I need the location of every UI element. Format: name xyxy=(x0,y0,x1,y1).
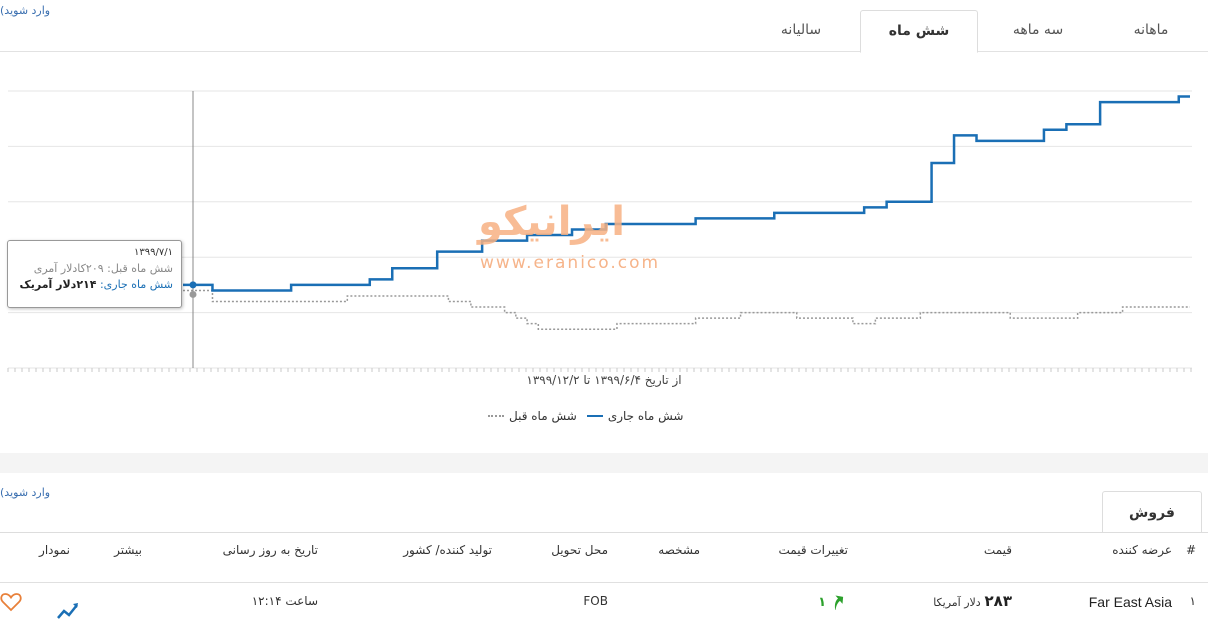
tab-monthly[interactable]: ماهانه xyxy=(1133,22,1169,38)
chart-canvas xyxy=(7,90,1192,372)
col-supplier: عرضه کننده xyxy=(1112,543,1172,557)
row-chart-button[interactable] xyxy=(56,600,80,621)
heart-icon xyxy=(0,593,22,612)
tab-three-months[interactable]: سه ماهه xyxy=(1012,22,1064,38)
chart-date-range: از تاریخ ۱۳۹۹/۶/۴ تا ۱۳۹۹/۱۲/۲ xyxy=(526,373,682,387)
arrow-up-icon xyxy=(834,595,844,610)
trend-chart-icon xyxy=(57,603,78,619)
col-producer: تولید کننده/ کشور xyxy=(403,543,492,557)
login-hint-sales[interactable]: (وارد شوید xyxy=(0,486,51,499)
table-header: # عرضه کننده قیمت تغییرات قیمت مشخصه محل… xyxy=(0,533,1208,583)
tooltip-current-value: ۲۱۴دلار آمریک xyxy=(19,278,97,291)
row-change: ۱ xyxy=(818,594,846,610)
tooltip-current-label: شش ماه جاری: xyxy=(99,278,173,291)
legend-item-current[interactable]: شش ماه جاری xyxy=(586,409,684,423)
row-delivery: FOB xyxy=(583,594,608,608)
legend-previous-label: شش ماه قبل xyxy=(509,409,577,423)
tab-yearly[interactable]: سالیانه xyxy=(780,22,822,38)
tooltip-current: شش ماه جاری: ۲۱۴دلار آمریک xyxy=(16,278,173,291)
row-price-unit: دلار آمریکا xyxy=(933,596,981,609)
table-row[interactable]: ۱ Far East Asia ۲۸۳ دلار آمریکا ۱ FOB سا… xyxy=(0,584,1208,621)
row-change-value: ۱ xyxy=(818,594,826,610)
series-previous-line xyxy=(183,289,1190,330)
tooltip-previous-value: ۲۰۹کادلار آمری xyxy=(33,262,104,275)
price-chart: ایرانیکو www.eranico.com ۱۳۹۹/۷/۱ شش ماه… xyxy=(0,53,1208,453)
row-favorite-button[interactable] xyxy=(0,592,22,615)
chart-legend: شش ماه جاری شش ماه قبل xyxy=(488,409,683,423)
legend-previous-swatch xyxy=(488,415,504,417)
tab-sales[interactable]: فروش xyxy=(1102,491,1202,533)
col-updated: تاریخ به روز رسانی xyxy=(222,543,318,557)
series-current-line xyxy=(183,95,1190,292)
section-divider xyxy=(0,453,1208,473)
col-price: قیمت xyxy=(983,543,1012,557)
tooltip-previous: شش ماه قبل: ۲۰۹کادلار آمری xyxy=(16,262,173,275)
col-num: # xyxy=(1185,543,1196,557)
tooltip-date: ۱۳۹۹/۷/۱ xyxy=(134,247,173,258)
row-num: ۱ xyxy=(1189,594,1196,608)
watermark-logo: ایرانیکو xyxy=(478,199,626,245)
watermark-url: www.eranico.com xyxy=(480,253,661,273)
period-tabs: ماهانه سه ماهه شش ماه سالیانه xyxy=(0,0,1208,53)
tooltip-previous-label: شش ماه قبل: xyxy=(107,262,173,275)
row-supplier[interactable]: Far East Asia xyxy=(1088,594,1172,610)
col-more: بیشتر xyxy=(114,543,142,557)
row-price: ۲۸۳ دلار آمریکا xyxy=(933,592,1012,610)
series-previous-point xyxy=(189,290,197,298)
chart-tooltip: ۱۳۹۹/۷/۱ شش ماه قبل: ۲۰۹کادلار آمری شش م… xyxy=(7,240,182,308)
chart-grid xyxy=(8,90,1192,369)
login-hint-top[interactable]: (وارد شوید xyxy=(0,4,51,17)
row-updated: ساعت ۱۲:۱۴ xyxy=(251,594,318,608)
tab-six-months[interactable]: شش ماه xyxy=(860,10,978,53)
legend-current-label: شش ماه جاری xyxy=(607,409,684,423)
col-spec: مشخصه xyxy=(658,543,700,557)
col-change: تغییرات قیمت xyxy=(778,543,848,557)
sales-tab-border xyxy=(0,532,1208,533)
series-current-point xyxy=(189,281,197,289)
col-chart: نمودار xyxy=(39,543,70,557)
chart-x-ticks xyxy=(7,368,1192,372)
row-price-value: ۲۸۳ xyxy=(984,592,1012,610)
legend-current-swatch xyxy=(586,415,603,417)
col-delivery: محل تحویل xyxy=(551,543,608,557)
legend-item-previous[interactable]: شش ماه قبل xyxy=(488,409,577,423)
